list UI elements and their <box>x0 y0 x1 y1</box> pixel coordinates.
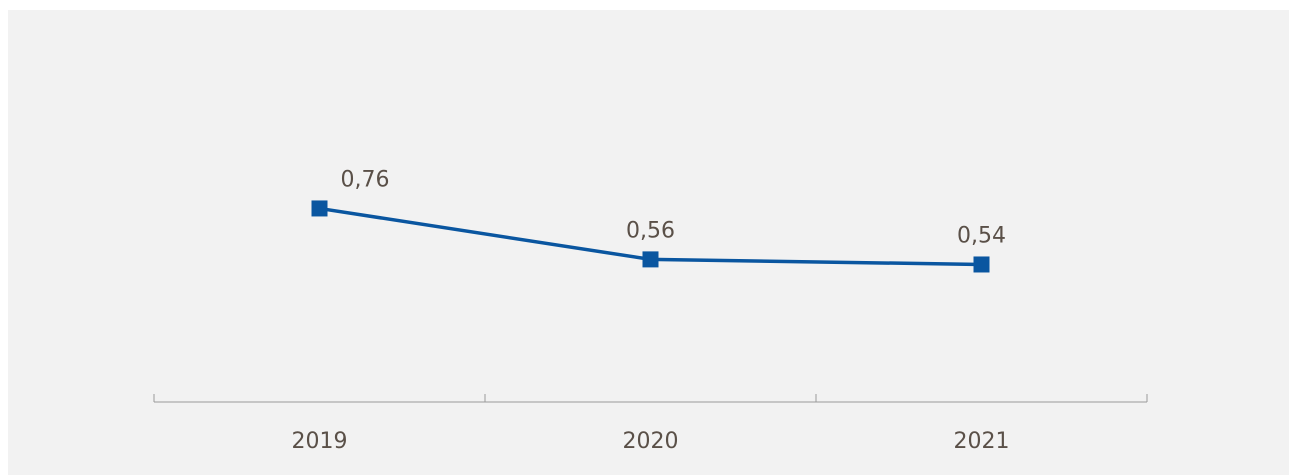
data-label-layer: 0,76 0,56 0,54 <box>341 167 1006 248</box>
series-marker-layer <box>311 200 990 273</box>
data-label-2021: 0,54 <box>957 223 1006 248</box>
x-tick-label-2020: 2020 <box>623 429 679 454</box>
data-point-2021 <box>973 256 990 273</box>
x-axis <box>153 394 1148 403</box>
x-tick-label-2021: 2021 <box>954 429 1010 454</box>
chart-panel <box>8 10 1289 475</box>
data-label-2019: 0,76 <box>341 167 390 192</box>
x-tick-label-layer: 2019 2020 2021 <box>292 429 1010 454</box>
data-label-2020: 0,56 <box>626 218 675 243</box>
data-point-2019 <box>311 200 328 217</box>
data-point-2020 <box>642 251 659 268</box>
x-tick-label-2019: 2019 <box>292 429 348 454</box>
